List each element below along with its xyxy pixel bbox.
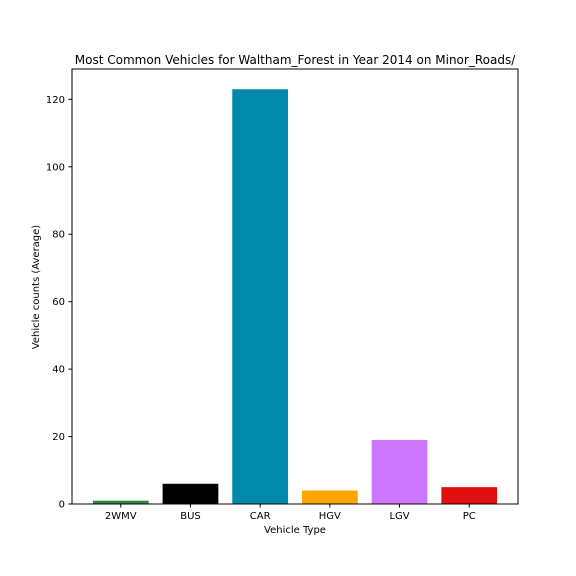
y-tick-label: 80 bbox=[52, 230, 65, 241]
bar-car bbox=[232, 89, 289, 505]
bar-pc bbox=[441, 487, 498, 504]
x-tick-label: LGV bbox=[389, 511, 409, 522]
bar-2wmv bbox=[92, 500, 149, 504]
y-tick-label: 20 bbox=[52, 432, 65, 443]
x-tick-label: BUS bbox=[180, 511, 201, 522]
plot-frame bbox=[71, 68, 519, 505]
bar-bus bbox=[162, 483, 219, 504]
chart-title: Most Common Vehicles for Waltham_Forest … bbox=[75, 53, 516, 67]
x-tick-label: 2WMV bbox=[105, 511, 137, 522]
x-tick-label: CAR bbox=[250, 511, 271, 522]
y-tick-label: 0 bbox=[59, 500, 65, 511]
x-tick-label: HGV bbox=[319, 511, 341, 522]
bar-lgv bbox=[371, 439, 428, 504]
y-tick-label: 60 bbox=[52, 297, 65, 308]
x-axis: 2WMV BUS CAR HGV LGV PC bbox=[105, 504, 476, 522]
bar-group bbox=[92, 89, 498, 505]
y-tick-label: 120 bbox=[46, 95, 65, 106]
y-tick-label: 100 bbox=[46, 162, 65, 173]
x-axis-label: Vehicle Type bbox=[264, 525, 326, 536]
y-tick-label: 40 bbox=[52, 365, 65, 376]
y-axis: 0 20 40 60 80 100 120 bbox=[46, 95, 72, 511]
y-axis-label: Vehicle counts (Average) bbox=[31, 225, 42, 350]
bar-hgv bbox=[301, 490, 358, 504]
x-tick-label: PC bbox=[463, 511, 476, 522]
